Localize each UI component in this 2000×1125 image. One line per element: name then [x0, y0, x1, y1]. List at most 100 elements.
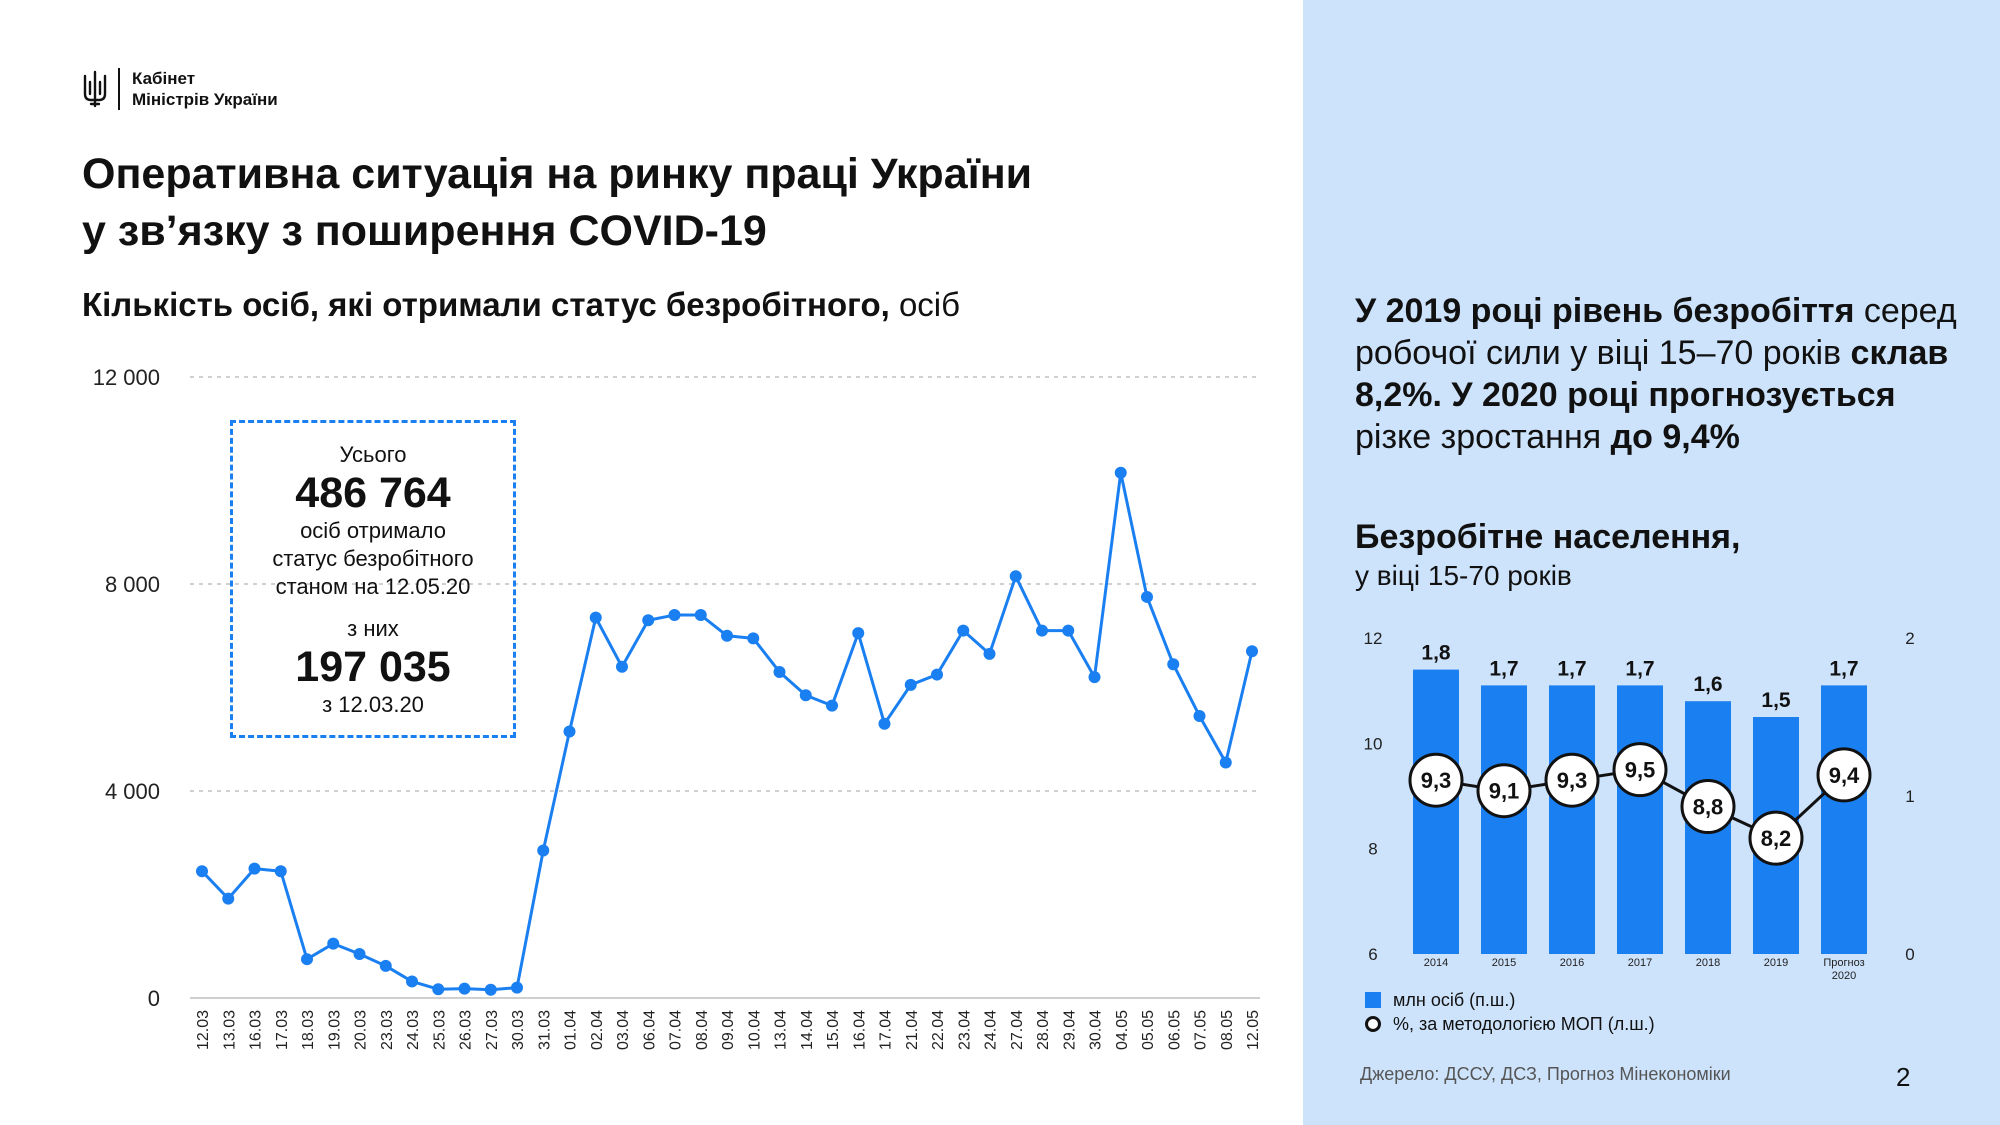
summary-since-label: з 12.03.20	[322, 692, 424, 717]
left-axis-tick: 10	[1364, 734, 1383, 753]
x-tick-label: 08.05	[1219, 1010, 1236, 1050]
data-point	[931, 668, 943, 681]
right-axis-tick: 2	[1905, 629, 1914, 648]
data-point	[196, 865, 208, 878]
data-point	[616, 660, 628, 673]
x-tick-label: 24.03	[405, 1010, 422, 1050]
x-tick-label: 02.04	[589, 1010, 606, 1050]
data-point	[563, 725, 576, 738]
data-point	[642, 614, 655, 627]
x-tick-label: 13.04	[773, 1010, 790, 1050]
page-title: Оперативна ситуація на ринку праці Украї…	[82, 146, 1282, 260]
data-point	[379, 959, 392, 972]
bar-chart-legend: млн осіб (п.ш.) %, за методологією МОП (…	[1365, 988, 1655, 1036]
y-tick-label: 12 000	[93, 365, 160, 390]
data-point	[301, 953, 313, 966]
data-point	[1009, 570, 1022, 583]
x-tick-label: 08.04	[694, 1010, 711, 1050]
cabinet-logo: Кабінет Міністрів України	[82, 68, 278, 110]
rate-value-label: 8,2	[1761, 826, 1792, 851]
x-tick-label: 01.04	[563, 1010, 580, 1050]
data-point	[511, 981, 523, 994]
bar	[1821, 685, 1867, 954]
bar-value-label: 1,7	[1625, 657, 1654, 680]
left-axis-tick: 8	[1368, 840, 1377, 859]
x-tick-label: 17.03	[274, 1010, 291, 1050]
rate-marker	[1680, 779, 1736, 835]
x-tick-label: 23.04	[956, 1010, 973, 1050]
rate-value-label: 8,8	[1693, 795, 1724, 820]
data-point	[721, 629, 733, 642]
data-point	[747, 632, 760, 645]
x-tick-label: 13.03	[221, 1010, 238, 1050]
left-axis-tick: 12	[1364, 629, 1383, 648]
x-tick-label: 05.05	[1140, 1010, 1157, 1050]
x-tick-label: 19.03	[326, 1010, 343, 1050]
data-point	[274, 865, 287, 878]
data-point	[799, 689, 812, 702]
rate-marker	[1816, 747, 1872, 803]
headline-regular-2: різке зростання	[1355, 418, 1611, 456]
x-category-label: 2015	[1492, 957, 1516, 969]
line-chart: 0 4 000 8 000 12 000 12.03 13.03 16.03 17.03 18.…	[93, 365, 1262, 1050]
summary-line3: станом на 12.05.20	[275, 574, 471, 599]
rate-value-label: 9,1	[1489, 779, 1520, 804]
logo-line1: Кабінет	[132, 69, 196, 88]
x-tick-label: 10.04	[746, 1010, 763, 1050]
x-tick-label: 24.04	[983, 1010, 1000, 1050]
rate-marker	[1612, 742, 1668, 798]
x-tick-label: 23.03	[379, 1010, 396, 1050]
x-tick-label: 17.04	[878, 1010, 895, 1050]
bar-value-label: 1,7	[1489, 657, 1518, 680]
data-point	[1167, 658, 1180, 671]
logo-text: Кабінет Міністрів України	[132, 68, 278, 110]
rate-marker	[1408, 752, 1464, 808]
data-point	[432, 983, 445, 996]
data-point	[589, 611, 602, 624]
data-point	[406, 975, 418, 988]
x-tick-label: 12.03	[195, 1010, 212, 1050]
summary-total-value: 486 764	[295, 469, 451, 517]
unemployment-headline: У 2019 році рівень безробіття серед робо…	[1355, 290, 1975, 458]
headline-bold-2: склав 8,2%. У 2020 році прогнозується	[1355, 334, 1949, 414]
summary-total-label: Усього	[339, 442, 407, 467]
x-category-label: 2018	[1696, 957, 1720, 969]
x-category-label: 2017	[1628, 957, 1652, 969]
x-tick-label: 26.03	[458, 1010, 475, 1050]
data-point	[852, 627, 865, 640]
x-tick-label: 21.04	[904, 1010, 921, 1050]
data-point	[878, 717, 891, 730]
bar	[1549, 685, 1595, 954]
summary-line2: статус безробітного	[272, 546, 474, 571]
rate-value-label: 9,3	[1421, 768, 1452, 793]
x-tick-label: 16.04	[851, 1010, 868, 1050]
headline-bold-3: до 9,4%	[1610, 418, 1740, 456]
logo-divider	[118, 68, 120, 110]
data-point	[1062, 624, 1075, 637]
data-point	[826, 699, 838, 712]
total-summary-box: Усього 486 764 осіб отримало статус безр…	[230, 420, 516, 738]
y-tick-label: 0	[148, 986, 160, 1011]
rate-value-label: 9,5	[1625, 758, 1656, 783]
bar-value-label: 1,8	[1421, 642, 1451, 665]
bar-value-label: 1,7	[1557, 657, 1586, 680]
x-tick-label: 30.03	[510, 1010, 527, 1050]
summary-line1: осіб отримало	[300, 518, 446, 543]
x-tick-label: 14.04	[799, 1010, 816, 1050]
logo-line2: Міністрів України	[132, 90, 278, 109]
x-tick-label: 28.04	[1035, 1010, 1052, 1050]
trident-emblem-icon	[83, 70, 107, 108]
rate-value-label: 9,4	[1829, 763, 1860, 788]
subtitle-bold: Кількість осіб, які отримали статус безр…	[82, 286, 890, 323]
bar-value-label: 1,6	[1693, 673, 1722, 696]
data-point	[1088, 671, 1101, 684]
bar	[1413, 669, 1459, 954]
data-point	[904, 678, 917, 691]
x-tick-label: 03.04	[615, 1010, 632, 1050]
bar-value-label: 1,5	[1761, 689, 1791, 712]
legend-item-bars: млн осіб (п.ш.)	[1365, 988, 1655, 1012]
data-point	[983, 647, 996, 660]
legend-line-label: %, за методологією МОП (л.ш.)	[1393, 1013, 1655, 1034]
y-tick-label: 8 000	[105, 572, 160, 597]
right-axis-tick: 0	[1905, 945, 1914, 964]
